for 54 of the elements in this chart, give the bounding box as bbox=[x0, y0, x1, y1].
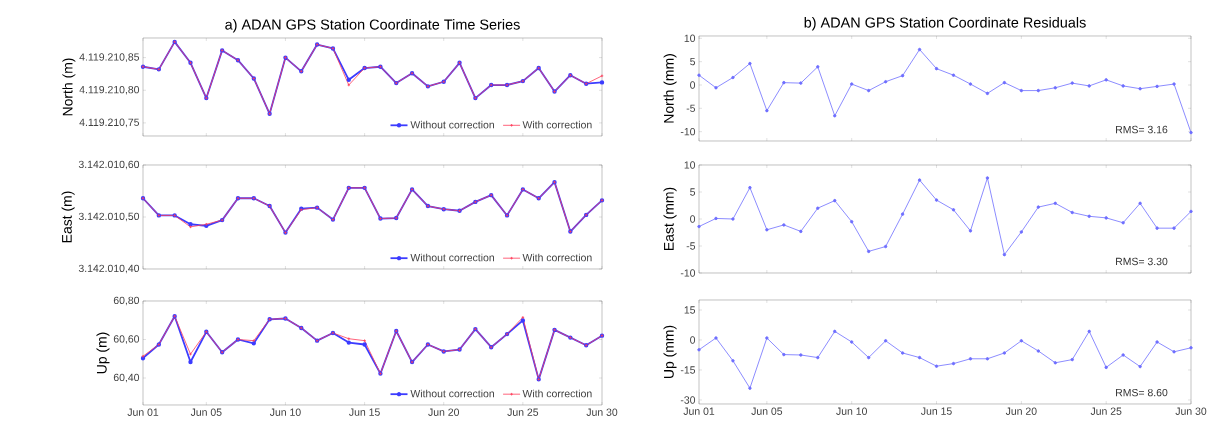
y-tick-label: 0 bbox=[690, 81, 696, 89]
x-tick-label: Jun 05 bbox=[190, 408, 222, 416]
y-axis-title: Up (mm) bbox=[663, 325, 677, 379]
annotation: RMS= 3.16 bbox=[1116, 125, 1168, 134]
x-tick-label: Jun 20 bbox=[428, 408, 460, 416]
y-tick-label: 0 bbox=[690, 336, 696, 344]
y-tick-label: -15 bbox=[680, 366, 696, 374]
y-tick-label: 4.119.210,80 bbox=[79, 85, 140, 95]
y-tick-label: 3.142.010,60 bbox=[78, 160, 140, 170]
legend-label: Without correction bbox=[410, 389, 494, 398]
y-tick-label: 4.119.210,85 bbox=[79, 53, 140, 62]
legend-label: With correction bbox=[522, 253, 592, 262]
y-tick-label: 10 bbox=[684, 161, 696, 169]
legend-label: With correction bbox=[522, 120, 592, 129]
y-tick-label: -5 bbox=[686, 242, 696, 250]
y-axis-title: Up (m) bbox=[96, 332, 110, 374]
y-tick-label: 5 bbox=[690, 58, 696, 66]
y-axis-title: North (m) bbox=[62, 58, 76, 116]
x-tick-label: Jun 10 bbox=[836, 407, 867, 415]
x-tick-label: Jun 15 bbox=[920, 407, 952, 415]
annotation: RMS= 3.30 bbox=[1116, 257, 1168, 266]
annotation: RMS= 8.60 bbox=[1116, 388, 1168, 397]
x-tick-label: Jun 30 bbox=[586, 408, 618, 416]
y-tick-label: 3.142.010,50 bbox=[78, 212, 140, 222]
x-tick-label: Jun 25 bbox=[1090, 407, 1122, 415]
x-tick-label: Jun 15 bbox=[349, 408, 380, 416]
chart-title: b) ADAN GPS Station Coordinate Residuals bbox=[804, 17, 1086, 31]
y-tick-label: -10 bbox=[680, 127, 696, 136]
y-axis-title: North (mm) bbox=[663, 54, 677, 123]
x-tick-label: Jun 10 bbox=[269, 408, 301, 416]
x-tick-label: Jun 25 bbox=[507, 408, 539, 416]
y-axis-title: East (mm) bbox=[663, 187, 677, 250]
x-tick-label: Jun 01 bbox=[127, 408, 159, 416]
legend-label: With correction bbox=[522, 389, 592, 398]
y-tick-label: 10 bbox=[684, 34, 696, 43]
y-tick-label: 60,60 bbox=[113, 335, 140, 344]
y-tick-label: 60,40 bbox=[113, 373, 140, 383]
y-tick-label: 60,80 bbox=[113, 296, 140, 306]
y-tick-label: 4.119.210,75 bbox=[79, 118, 140, 128]
legend-label: Without correction bbox=[410, 253, 494, 262]
x-tick-label: Jun 01 bbox=[683, 407, 715, 415]
x-tick-label: Jun 05 bbox=[751, 407, 783, 415]
y-tick-label: 15 bbox=[684, 306, 696, 314]
y-tick-label: -10 bbox=[680, 269, 696, 277]
y-tick-label: 3.142.010,40 bbox=[78, 264, 140, 274]
x-tick-label: Jun 30 bbox=[1175, 407, 1207, 415]
y-tick-label: 0 bbox=[690, 215, 696, 223]
y-axis-title: East (m) bbox=[61, 191, 75, 243]
y-tick-label: 5 bbox=[690, 188, 696, 196]
y-tick-label: -30 bbox=[680, 396, 696, 404]
y-tick-label: -5 bbox=[686, 104, 696, 112]
chart-title: a) ADAN GPS Station Coordinate Time Series bbox=[225, 19, 520, 33]
x-tick-label: Jun 20 bbox=[1005, 407, 1037, 415]
legend-label: Without correction bbox=[410, 120, 494, 129]
